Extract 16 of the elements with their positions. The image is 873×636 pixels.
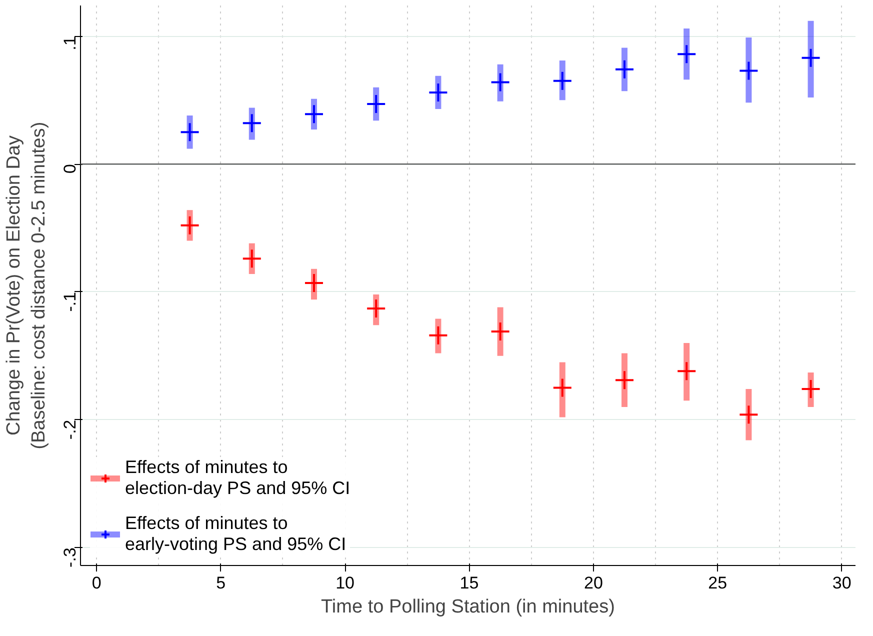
y-axis-title: Change in Pr(Vote) on Election Day (Baseline: cost distance 0-2.5 minutes)	[3, 122, 50, 450]
x-tick-label: 30	[832, 574, 852, 592]
x-tick-label: 10	[336, 574, 355, 592]
x-tick-label: 25	[708, 574, 728, 592]
legend-label: Effects of minutes to early-voting PS and 95% CI	[125, 513, 346, 555]
y-tick-label: -.1	[60, 292, 80, 312]
x-tick-label: 15	[460, 574, 479, 592]
x-tick-label: 5	[216, 574, 226, 592]
y-tick-label: 0	[60, 164, 80, 174]
x-tick-label: 20	[584, 574, 603, 592]
x-axis-title: Time to Polling Station (in minutes)	[321, 596, 615, 618]
x-tick-label: 0	[92, 574, 102, 592]
y-tick-label: -.2	[60, 420, 80, 440]
y-tick-label: .1	[60, 36, 80, 50]
y-tick-label: -.3	[60, 548, 80, 568]
legend-label: Effects of minutes to election-day PS and 95% CI	[125, 457, 350, 499]
